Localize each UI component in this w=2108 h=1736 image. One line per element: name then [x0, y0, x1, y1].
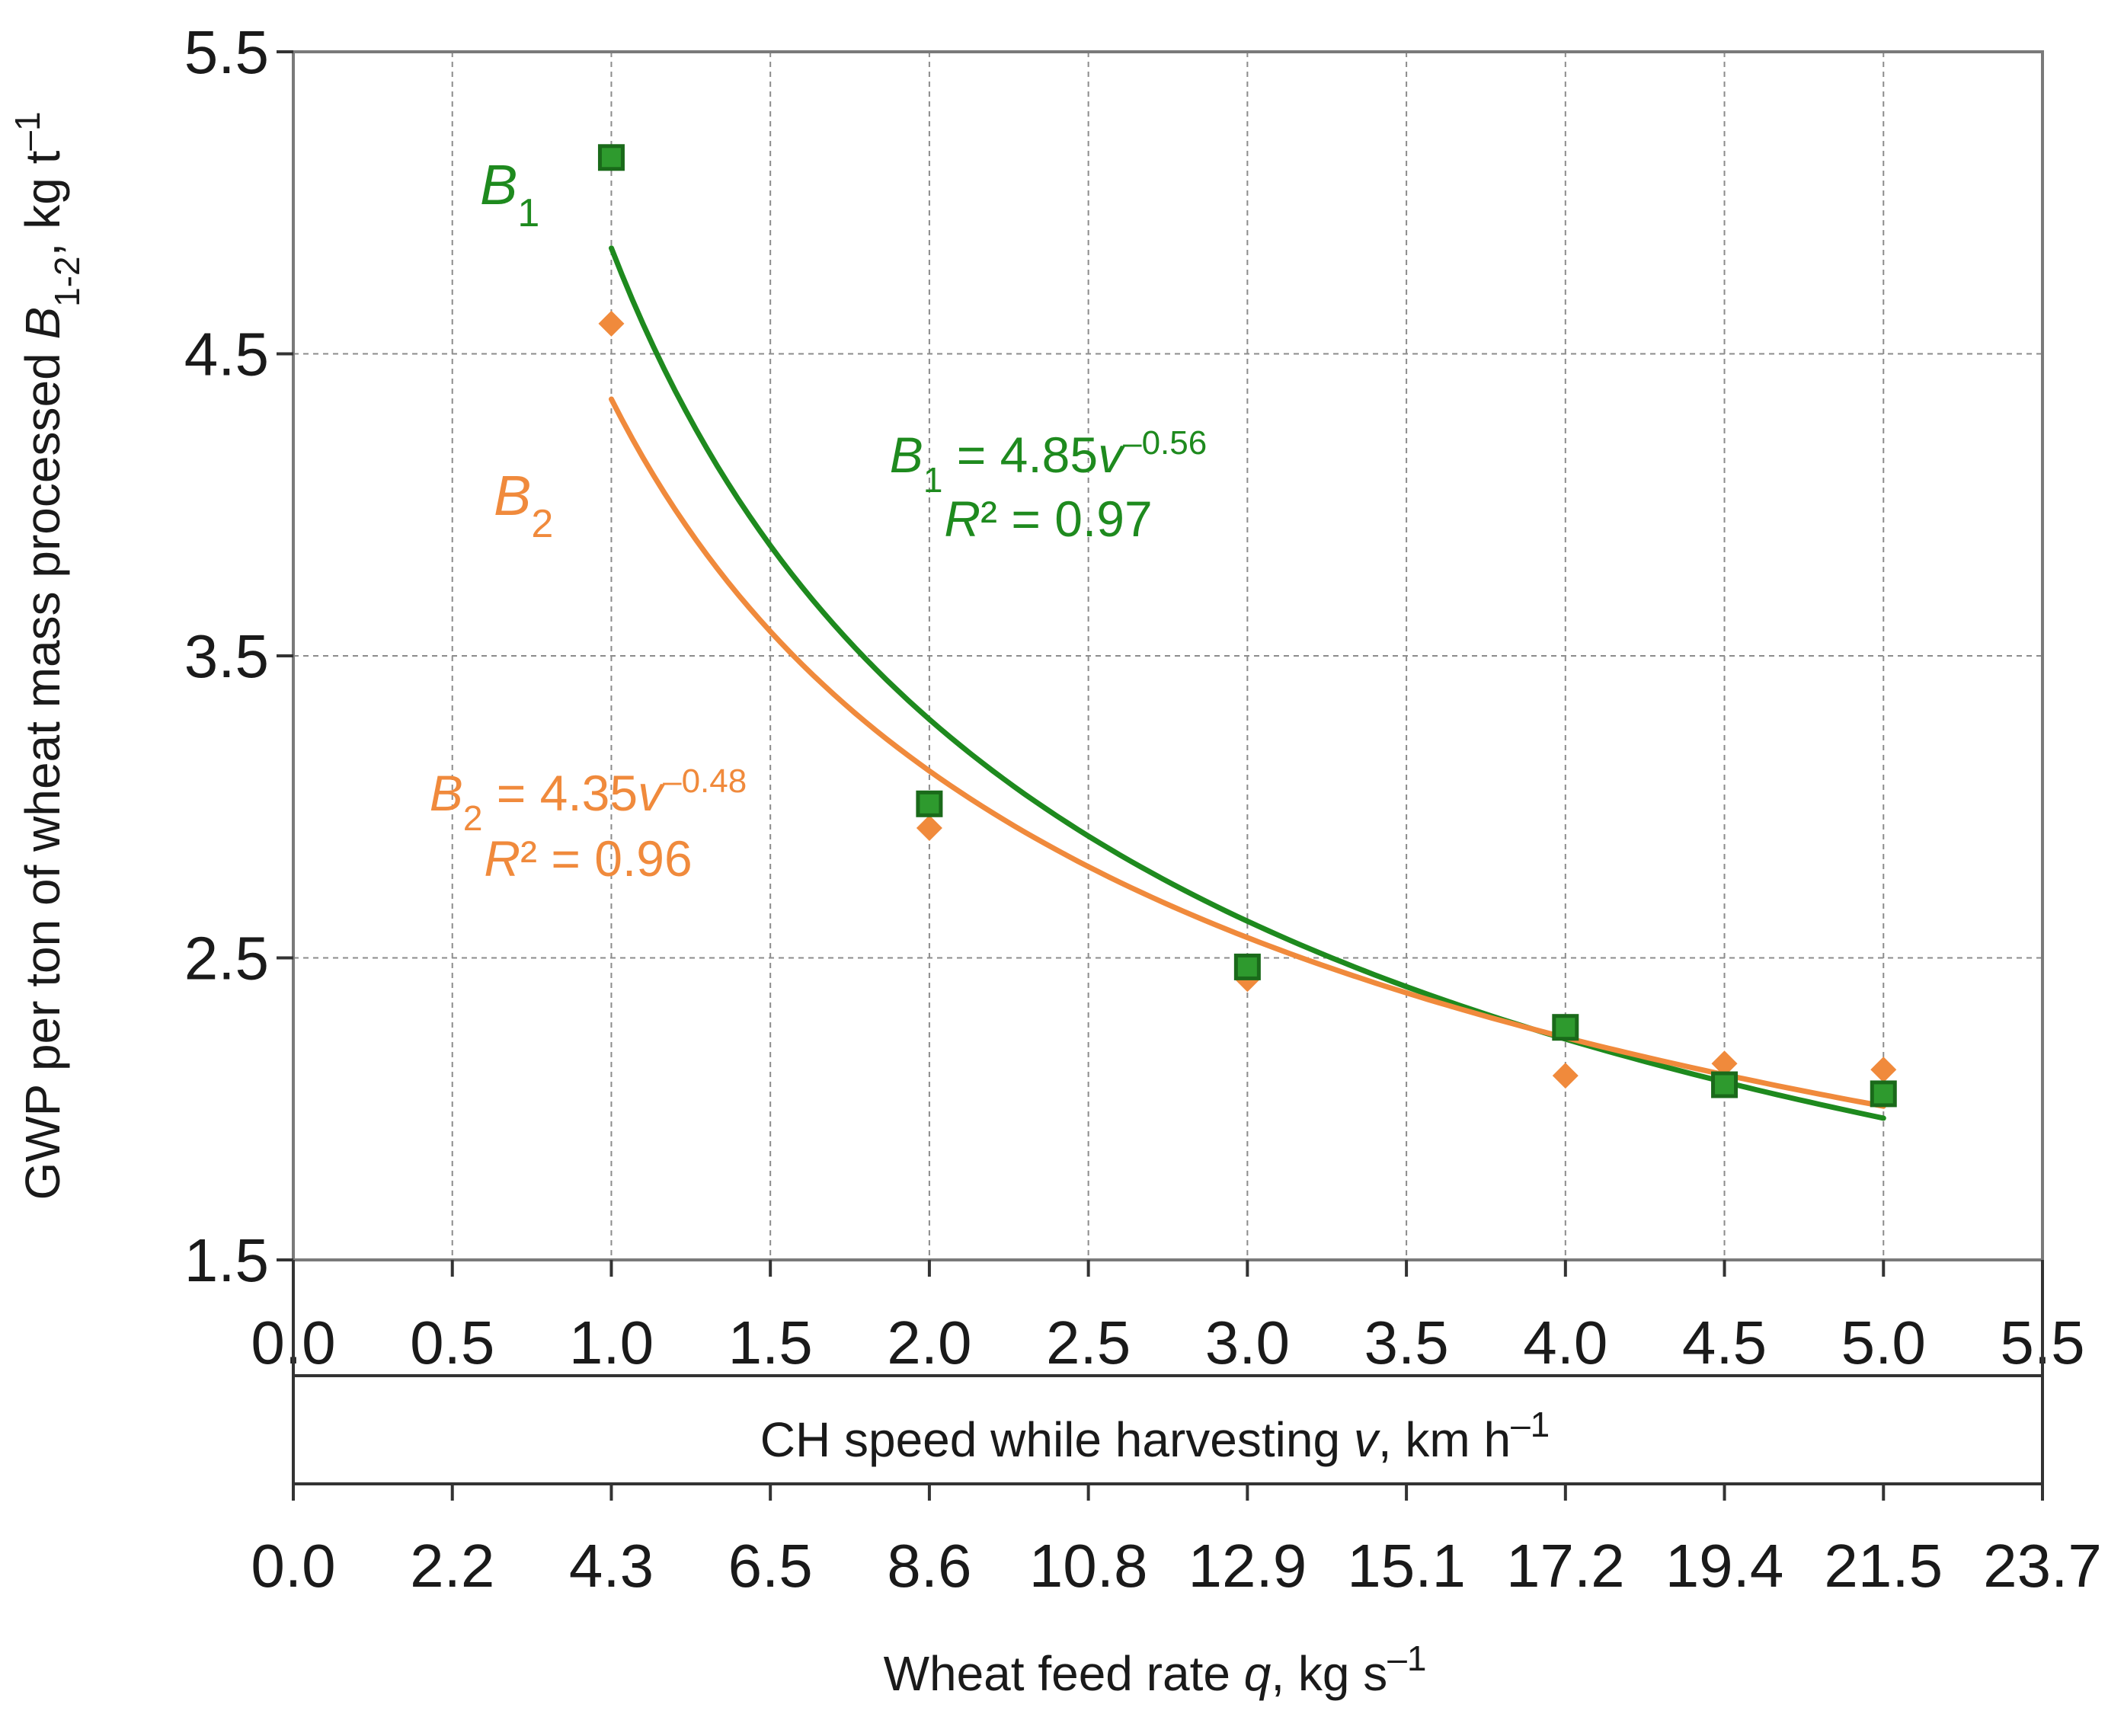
marker-b2 [1870, 1057, 1897, 1083]
x2-tick-label: 8.6 [887, 1532, 971, 1600]
marker-b1 [916, 790, 943, 817]
x-tick-label: 3.5 [1364, 1309, 1448, 1376]
y-tick-label: 3.5 [184, 622, 269, 690]
marker-b1 [1552, 1014, 1579, 1041]
x2-tick-label: 19.4 [1665, 1532, 1784, 1600]
series-label-b2: B2 [494, 464, 553, 546]
equation-b1: B1 = 4.85v–0.56 [890, 424, 1207, 500]
x2-tick-label: 4.3 [569, 1532, 654, 1600]
trendline-b1 [609, 245, 1886, 1121]
x2-tick-label: 23.7 [1983, 1532, 2102, 1600]
x-tick-label: 1.0 [569, 1309, 654, 1376]
x2-tick-label: 12.9 [1188, 1532, 1307, 1600]
x-axis-secondary-title: Wheat feed rate q, kg s–1 [884, 1638, 1427, 1701]
x-tick-label: 4.5 [1682, 1309, 1767, 1376]
equation-b2: B2 = 4.35v–0.48 [430, 762, 747, 839]
trendline-b2 [609, 396, 1886, 1109]
marker-b1 [1233, 953, 1261, 980]
y-tick-label: 1.5 [184, 1226, 269, 1294]
x-tick-label: 4.0 [1523, 1309, 1607, 1376]
data-markers [597, 144, 1897, 1108]
y-tick-label: 2.5 [184, 925, 269, 993]
x-axis-primary-title: CH speed while harvesting v, km h–1 [760, 1405, 1550, 1467]
x-tick-label: 2.5 [1046, 1309, 1131, 1376]
marker-b1 [1870, 1080, 1897, 1108]
x-tick-label: 2.0 [887, 1309, 971, 1376]
marker-b2 [1711, 1050, 1738, 1077]
y-axis-title: GWP per ton of wheat mass processed B1-2… [8, 111, 87, 1200]
marker-b1 [1711, 1071, 1739, 1098]
r2-b2: R² = 0.96 [484, 830, 692, 887]
y-tick-label: 4.5 [184, 321, 269, 388]
y-tick-label: 5.5 [184, 18, 269, 86]
x2-tick-label: 17.2 [1506, 1532, 1625, 1600]
marker-b1 [597, 144, 625, 171]
x2-tick-label: 2.2 [410, 1532, 494, 1600]
series-label-b1: B1 [480, 153, 539, 235]
x2-tick-label: 21.5 [1824, 1532, 1943, 1600]
x2-tick-label: 6.5 [728, 1532, 813, 1600]
x-tick-label: 5.0 [1841, 1309, 1926, 1376]
marker-b2 [916, 815, 942, 842]
grid-lines [293, 52, 2042, 1260]
marker-b2 [1552, 1063, 1579, 1089]
x-tick-label: 1.5 [728, 1309, 813, 1376]
x-tick-label: 3.0 [1205, 1309, 1290, 1376]
x2-tick-label: 15.1 [1347, 1532, 1466, 1600]
trendlines [609, 245, 1886, 1121]
x2-tick-label: 10.8 [1029, 1532, 1148, 1600]
x2-tick-label: 0.0 [251, 1532, 335, 1600]
x-tick-label: 0.5 [410, 1309, 494, 1376]
r2-b1: R² = 0.97 [944, 491, 1152, 547]
axes: 1.5 2.5 3.5 4.5 5.5 0.0 0.5 1.0 1.5 2.0 2.5 3.0 3.5 4… [184, 18, 2102, 1600]
marker-b2 [598, 310, 625, 337]
